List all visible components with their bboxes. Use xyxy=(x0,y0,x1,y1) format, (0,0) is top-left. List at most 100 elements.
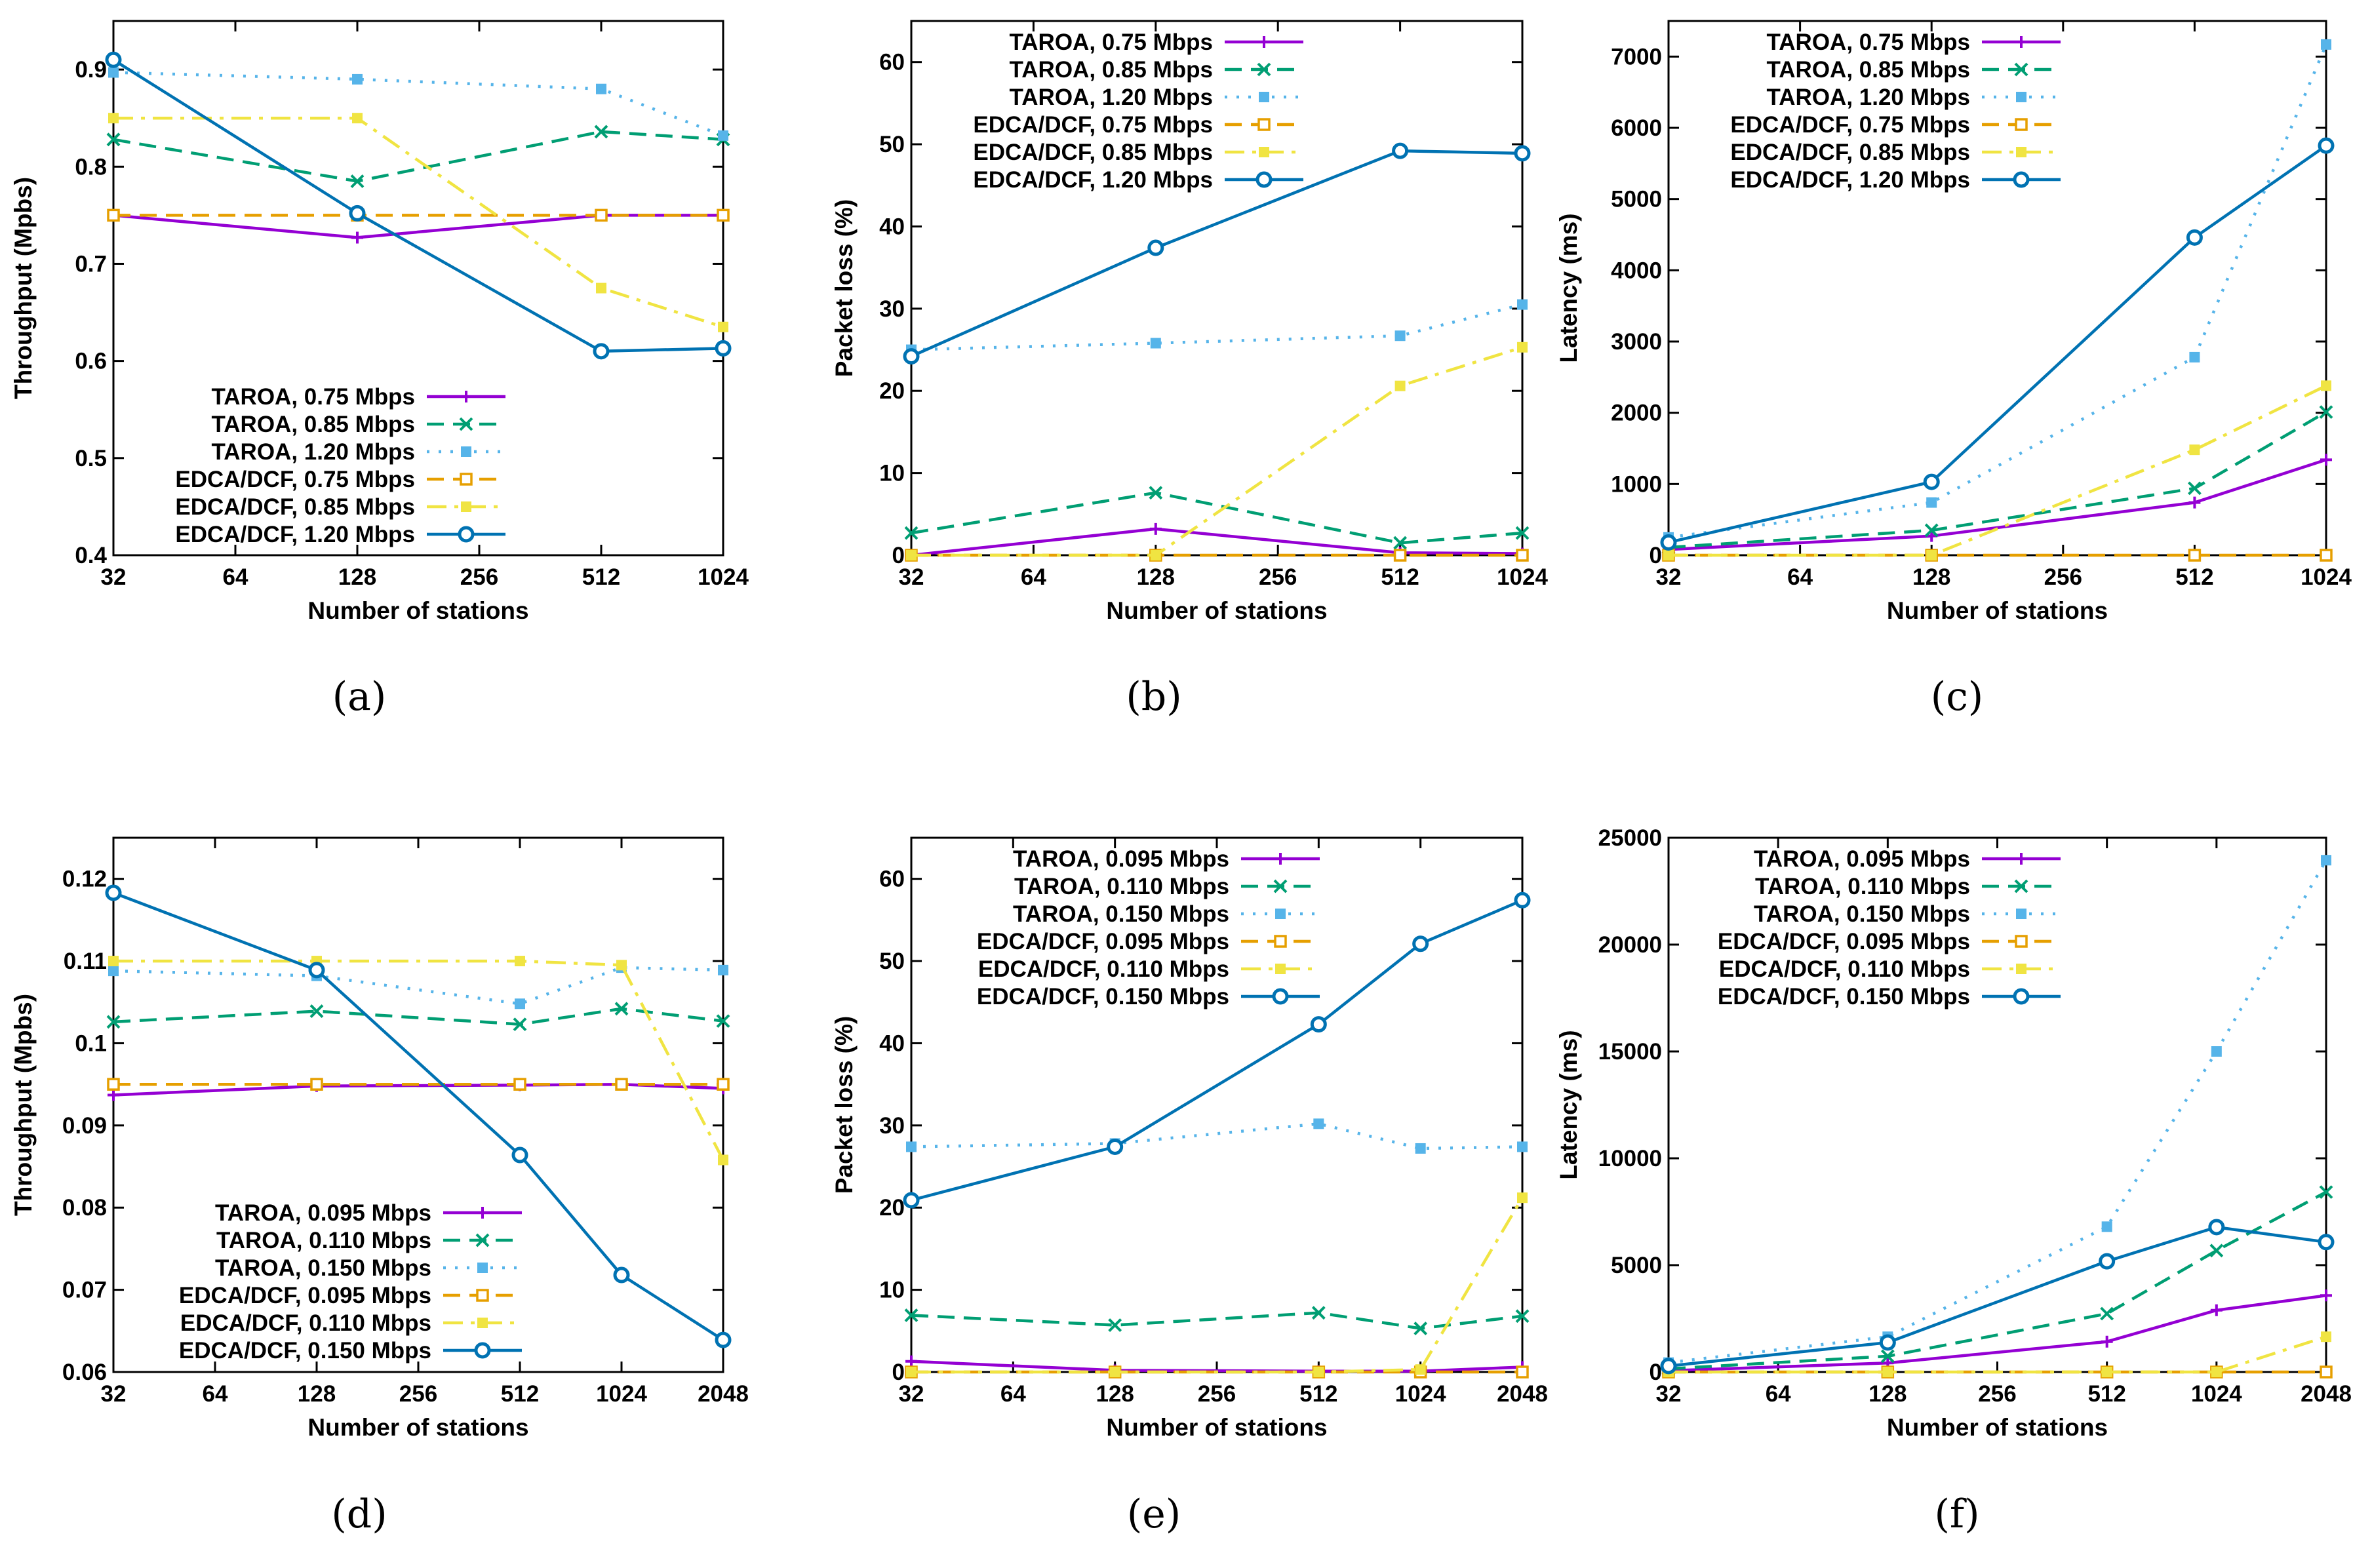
data-point xyxy=(593,343,610,360)
y-tick-label: 50 xyxy=(879,132,905,157)
series-5 xyxy=(108,956,728,1166)
data-point xyxy=(1412,935,1429,952)
data-point xyxy=(715,1331,732,1348)
legend-marker xyxy=(2016,147,2026,157)
data-point xyxy=(352,73,363,85)
y-tick-label: 7000 xyxy=(1611,44,1662,69)
x-axis-label: Number of stations xyxy=(307,1414,528,1441)
series-line xyxy=(113,214,723,239)
x-axis-label: Number of stations xyxy=(1887,1414,2108,1441)
data-point xyxy=(351,231,363,244)
legend-marker xyxy=(2016,909,2026,919)
data-point xyxy=(106,132,121,147)
legend-label: EDCA/DCF, 0.75 Mbps xyxy=(973,112,1213,138)
legend-marker xyxy=(1259,147,1269,157)
legend-marker xyxy=(2014,62,2028,77)
data-point xyxy=(1660,534,1677,551)
x-tick-label: 64 xyxy=(223,564,248,590)
legend-label: EDCA/DCF, 1.20 Mbps xyxy=(1730,167,1970,193)
legend-label: EDCA/DCF, 0.75 Mbps xyxy=(175,467,415,492)
data-point xyxy=(349,205,366,222)
data-point xyxy=(1879,1334,1896,1351)
legend-marker xyxy=(474,1342,491,1359)
data-point xyxy=(2101,1221,2112,1232)
y-tick-label: 30 xyxy=(879,296,905,322)
legend-label: TAROA, 0.85 Mbps xyxy=(1766,57,1970,83)
x-tick-label: 32 xyxy=(899,1381,924,1407)
data-point xyxy=(903,1192,920,1209)
series-2 xyxy=(106,125,730,188)
y-tick-label: 0.9 xyxy=(75,57,107,83)
series-line xyxy=(113,1082,724,1097)
y-tick-label: 6000 xyxy=(1611,115,1662,141)
legend-marker xyxy=(2013,171,2030,188)
data-point xyxy=(1313,1367,1324,1377)
series-6 xyxy=(105,884,732,1348)
data-point xyxy=(1924,523,1939,538)
legend-marker xyxy=(1259,92,1269,102)
x-tick-label: 64 xyxy=(1766,1381,1791,1407)
series-4 xyxy=(107,1078,730,1091)
data-point xyxy=(2099,1253,2116,1270)
series-line xyxy=(911,491,1523,545)
series-3 xyxy=(108,67,728,141)
series-line xyxy=(911,345,1523,557)
x-tick-label: 512 xyxy=(2087,1381,2125,1407)
data-point xyxy=(2100,1306,2114,1321)
data-point xyxy=(1150,550,1161,560)
x-tick-label: 128 xyxy=(1137,564,1175,590)
data-point xyxy=(1392,142,1409,159)
series-line xyxy=(1668,44,2328,539)
y-tick-label: 0.08 xyxy=(62,1195,107,1221)
data-point xyxy=(1517,1141,1528,1152)
data-point xyxy=(2189,444,2200,456)
data-point xyxy=(108,113,119,124)
data-point xyxy=(715,340,732,357)
chart-f: 0 5000 10000 15000 20000 25000 32 64 128 256 512 10… xyxy=(1555,825,2352,1537)
x-tick-label: 256 xyxy=(1978,1381,2016,1407)
legend-label: TAROA, 1.20 Mbps xyxy=(211,439,415,465)
legend-label: TAROA, 0.110 Mbps xyxy=(216,1228,431,1253)
legend-label: EDCA/DCF, 0.150 Mbps xyxy=(977,984,1229,1009)
data-point xyxy=(350,174,365,188)
x-tick-label: 64 xyxy=(203,1381,228,1407)
x-tick-label: 128 xyxy=(298,1381,336,1407)
legend-label: TAROA, 0.110 Mbps xyxy=(1755,874,1970,899)
series-line xyxy=(113,116,724,328)
data-point xyxy=(1515,1309,1530,1323)
data-point xyxy=(1413,1322,1428,1335)
data-point xyxy=(105,51,122,68)
subfigure-caption: (d) xyxy=(331,1491,387,1537)
legend-label: TAROA, 0.75 Mbps xyxy=(1766,29,1970,55)
legend-marker xyxy=(2013,988,2030,1005)
series-line xyxy=(1668,1225,2327,1368)
series-6 xyxy=(903,892,1531,1209)
data-point xyxy=(108,67,119,78)
legend-marker xyxy=(1272,988,1289,1005)
chart-e: 0 10 20 30 40 50 60 32 64 128 256 512 1024 2048 Number… xyxy=(831,836,1548,1537)
y-axis-label: Latency (ms) xyxy=(1555,213,1582,363)
data-point xyxy=(1147,239,1164,256)
legend-marker xyxy=(460,391,472,402)
data-point xyxy=(2208,1219,2225,1236)
data-point xyxy=(1517,342,1528,353)
data-point xyxy=(309,1004,324,1018)
legend-label: TAROA, 1.20 Mbps xyxy=(1766,85,1970,110)
legend-marker xyxy=(1275,964,1286,974)
x-tick-label: 512 xyxy=(2175,564,2213,590)
legend-label: EDCA/DCF, 0.150 Mbps xyxy=(179,1338,431,1363)
y-tick-label: 0.1 xyxy=(75,1030,107,1056)
legend-marker xyxy=(461,446,471,457)
legend-marker xyxy=(477,1263,488,1273)
series-3 xyxy=(1663,39,2331,543)
legend-marker xyxy=(461,501,471,512)
series-line xyxy=(911,1197,1524,1374)
data-point xyxy=(352,113,363,124)
legend-label: EDCA/DCF, 0.85 Mbps xyxy=(1730,140,1970,165)
data-point xyxy=(596,83,606,94)
data-point xyxy=(2321,39,2331,50)
data-point xyxy=(1150,338,1161,349)
y-tick-label: 15000 xyxy=(1598,1039,1662,1065)
